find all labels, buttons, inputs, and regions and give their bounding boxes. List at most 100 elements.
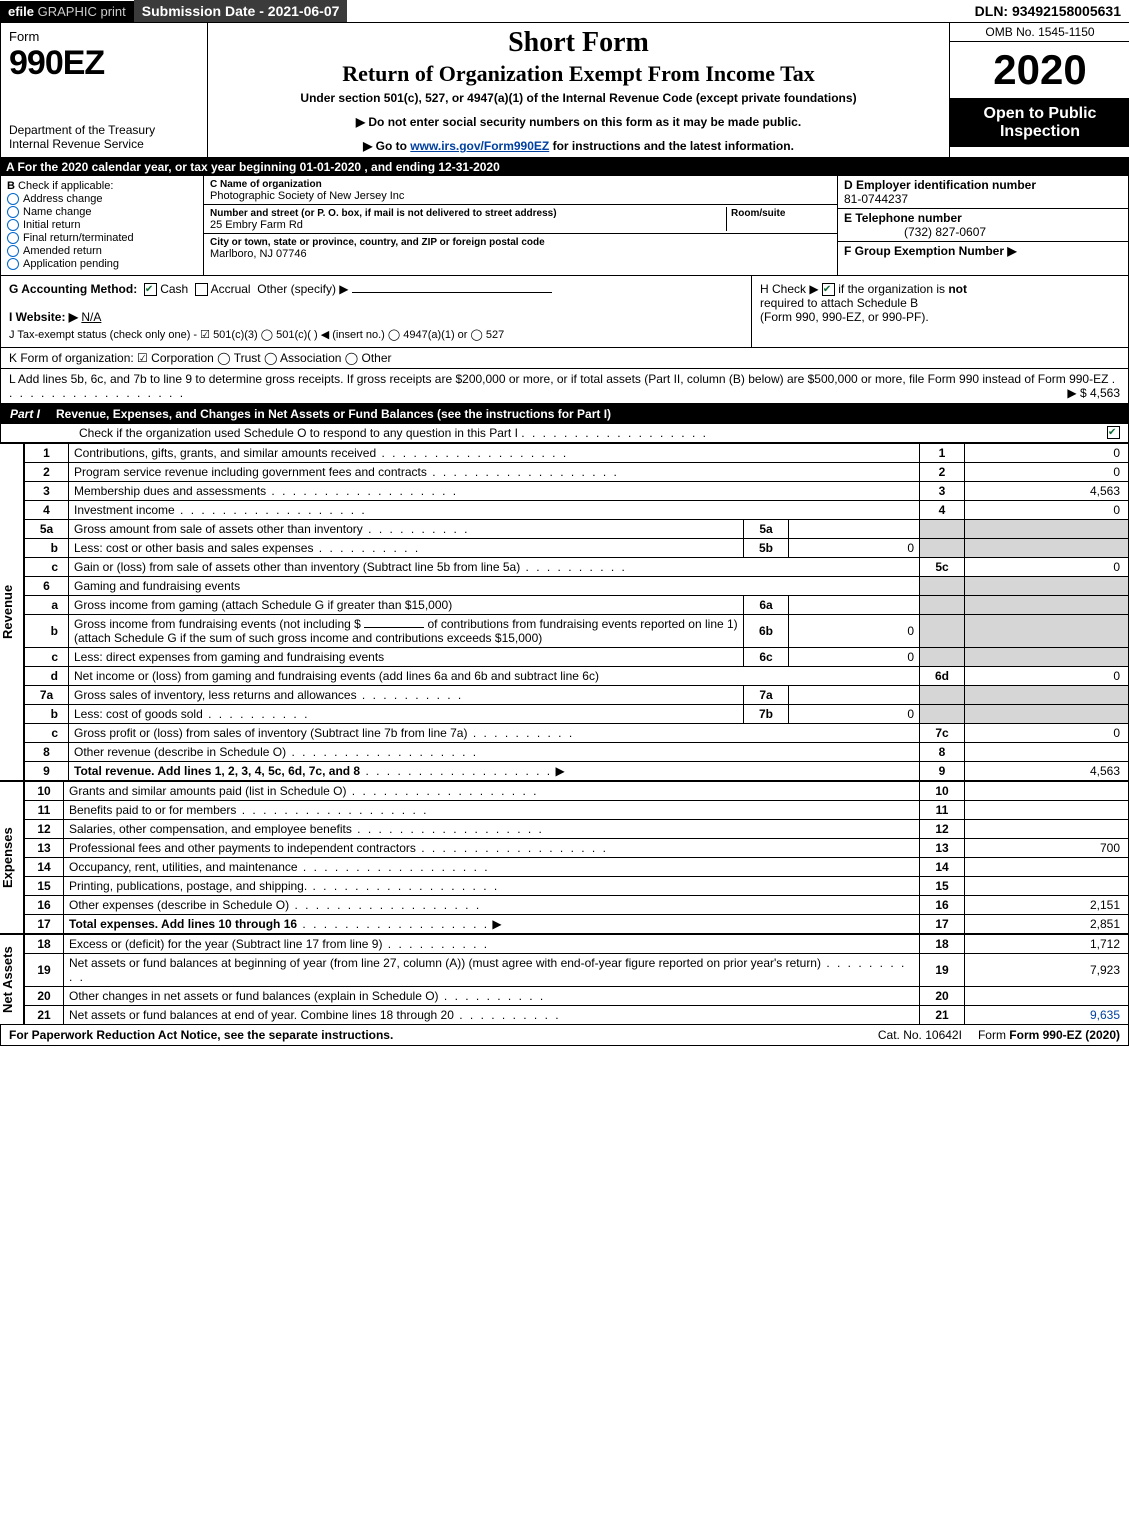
dots <box>427 465 619 479</box>
dept-line-2: Internal Revenue Service <box>9 137 144 151</box>
checkbox-accrual[interactable] <box>195 283 208 296</box>
line-6b: bGross income from fundraising events (n… <box>25 615 1129 648</box>
radio-icon <box>7 232 19 244</box>
blank <box>364 627 424 628</box>
desc: Gross profit or (loss) from sales of inv… <box>74 726 467 740</box>
chk-name-change[interactable]: Name change <box>7 206 197 218</box>
checkbox-schedule-o[interactable] <box>1107 426 1120 439</box>
desc: Salaries, other compensation, and employ… <box>69 822 352 836</box>
line-3: 3Membership dues and assessments34,563 <box>25 482 1129 501</box>
expenses-table: 10Grants and similar amounts paid (list … <box>24 781 1129 934</box>
ln: b <box>25 539 69 558</box>
amt: 0 <box>965 558 1129 577</box>
l-amount: ▶ $ 4,563 <box>1067 386 1120 400</box>
shaded <box>920 648 965 667</box>
amt <box>965 877 1129 896</box>
line-5b: bLess: cost or other basis and sales exp… <box>25 539 1129 558</box>
chk-label: Final return/terminated <box>23 232 134 244</box>
title-main: Return of Organization Exempt From Incom… <box>218 61 939 87</box>
num: 14 <box>920 858 965 877</box>
part1-label: Part I <box>0 404 50 424</box>
checkbox-cash[interactable] <box>144 283 157 296</box>
i-label: I Website: ▶ <box>9 310 78 324</box>
note-ssn: ▶ Do not enter social security numbers o… <box>218 115 939 129</box>
line-21: 21Net assets or fund balances at end of … <box>25 1006 1129 1025</box>
part1-title: Revenue, Expenses, and Changes in Net As… <box>50 404 1129 424</box>
chk-application-pending[interactable]: Application pending <box>7 258 197 270</box>
num: 1 <box>920 444 965 463</box>
shaded <box>965 705 1129 724</box>
line-15: 15Printing, publications, postage, and s… <box>25 877 1129 896</box>
side-label-revenue: Revenue <box>0 443 24 781</box>
ln: 4 <box>25 501 69 520</box>
desc: Less: cost of goods sold <box>74 707 203 721</box>
checkbox-h[interactable] <box>822 283 835 296</box>
row-l: L Add lines 5b, 6c, and 7b to line 9 to … <box>0 369 1129 404</box>
chk-amended-return[interactable]: Amended return <box>7 245 197 257</box>
dept-block: Department of the Treasury Internal Reve… <box>9 123 199 151</box>
chk-label: Initial return <box>23 219 80 231</box>
ln: c <box>25 724 69 743</box>
footer-left: For Paperwork Reduction Act Notice, see … <box>9 1028 393 1042</box>
dots <box>313 541 420 555</box>
f-group-label: F Group Exemption Number ▶ <box>844 244 1017 258</box>
part1-subtitle-row: Check if the organization used Schedule … <box>0 424 1129 443</box>
footer-right: Form 990-EZ (2020) <box>1009 1028 1120 1042</box>
note2-prefix: ▶ Go to <box>363 139 410 153</box>
part1-header: Part I Revenue, Expenses, and Changes in… <box>0 404 1129 424</box>
l-text: L Add lines 5b, 6c, and 7b to line 9 to … <box>9 372 1108 386</box>
num: 5c <box>920 558 965 577</box>
shaded <box>920 577 965 596</box>
dots <box>439 989 546 1003</box>
val: 0 <box>789 615 920 648</box>
amt: 0 <box>965 444 1129 463</box>
row-j: J Tax-exempt status (check only one) - ☑… <box>9 328 743 341</box>
amt: 0 <box>965 667 1129 686</box>
desc: Program service revenue including govern… <box>74 465 427 479</box>
dots <box>357 688 464 702</box>
note-goto: ▶ Go to www.irs.gov/Form990EZ for instru… <box>218 139 939 153</box>
irs-link[interactable]: www.irs.gov/Form990EZ <box>410 139 549 153</box>
ln: 12 <box>25 820 64 839</box>
box-d-e-f: D Employer identification number 81-0744… <box>837 176 1128 275</box>
box: 6c <box>744 648 789 667</box>
dots <box>289 898 481 912</box>
c-room-label: Room/suite <box>731 208 785 219</box>
desc: Other expenses (describe in Schedule O) <box>69 898 289 912</box>
header-center: Short Form Return of Organization Exempt… <box>208 23 949 157</box>
ln: 2 <box>25 463 69 482</box>
chk-label: Name change <box>23 206 92 218</box>
chk-address-change[interactable]: Address change <box>7 193 197 205</box>
desc: Occupancy, rent, utilities, and maintena… <box>69 860 298 874</box>
top-bar: efile GRAPHIC print Submission Date - 20… <box>0 0 1129 23</box>
g-accrual: Accrual <box>211 282 251 296</box>
chk-initial-return[interactable]: Initial return <box>7 219 197 231</box>
line-17: 17Total expenses. Add lines 10 through 1… <box>25 915 1129 934</box>
line-7a: 7aGross sales of inventory, less returns… <box>25 686 1129 705</box>
row-i: I Website: ▶ N/A <box>9 310 743 324</box>
row-g: G Accounting Method: Cash Accrual Other … <box>9 282 743 296</box>
ln: 1 <box>25 444 69 463</box>
line-6a: aGross income from gaming (attach Schedu… <box>25 596 1129 615</box>
amt <box>965 987 1129 1006</box>
box: 6a <box>744 596 789 615</box>
amt: 2,851 <box>965 915 1129 934</box>
note2-suffix: for instructions and the latest informat… <box>549 139 794 153</box>
submission-date-button[interactable]: Submission Date - 2021-06-07 <box>134 0 348 22</box>
ln: 16 <box>25 896 64 915</box>
num: 9 <box>920 762 965 781</box>
desc: Membership dues and assessments <box>74 484 266 498</box>
dots <box>297 917 489 931</box>
amt: 9,635 <box>965 1006 1129 1025</box>
chk-final-return[interactable]: Final return/terminated <box>7 232 197 244</box>
amt: 1,712 <box>965 935 1129 954</box>
radio-icon <box>7 258 19 270</box>
g-other-line <box>352 292 552 293</box>
dots <box>376 446 568 460</box>
shaded <box>965 615 1129 648</box>
dots <box>416 841 608 855</box>
amt: 0 <box>965 463 1129 482</box>
efile-graphic-print-button[interactable]: efile GRAPHIC print <box>0 1 134 22</box>
line-5c: cGain or (loss) from sale of assets othe… <box>25 558 1129 577</box>
dots <box>307 879 499 893</box>
